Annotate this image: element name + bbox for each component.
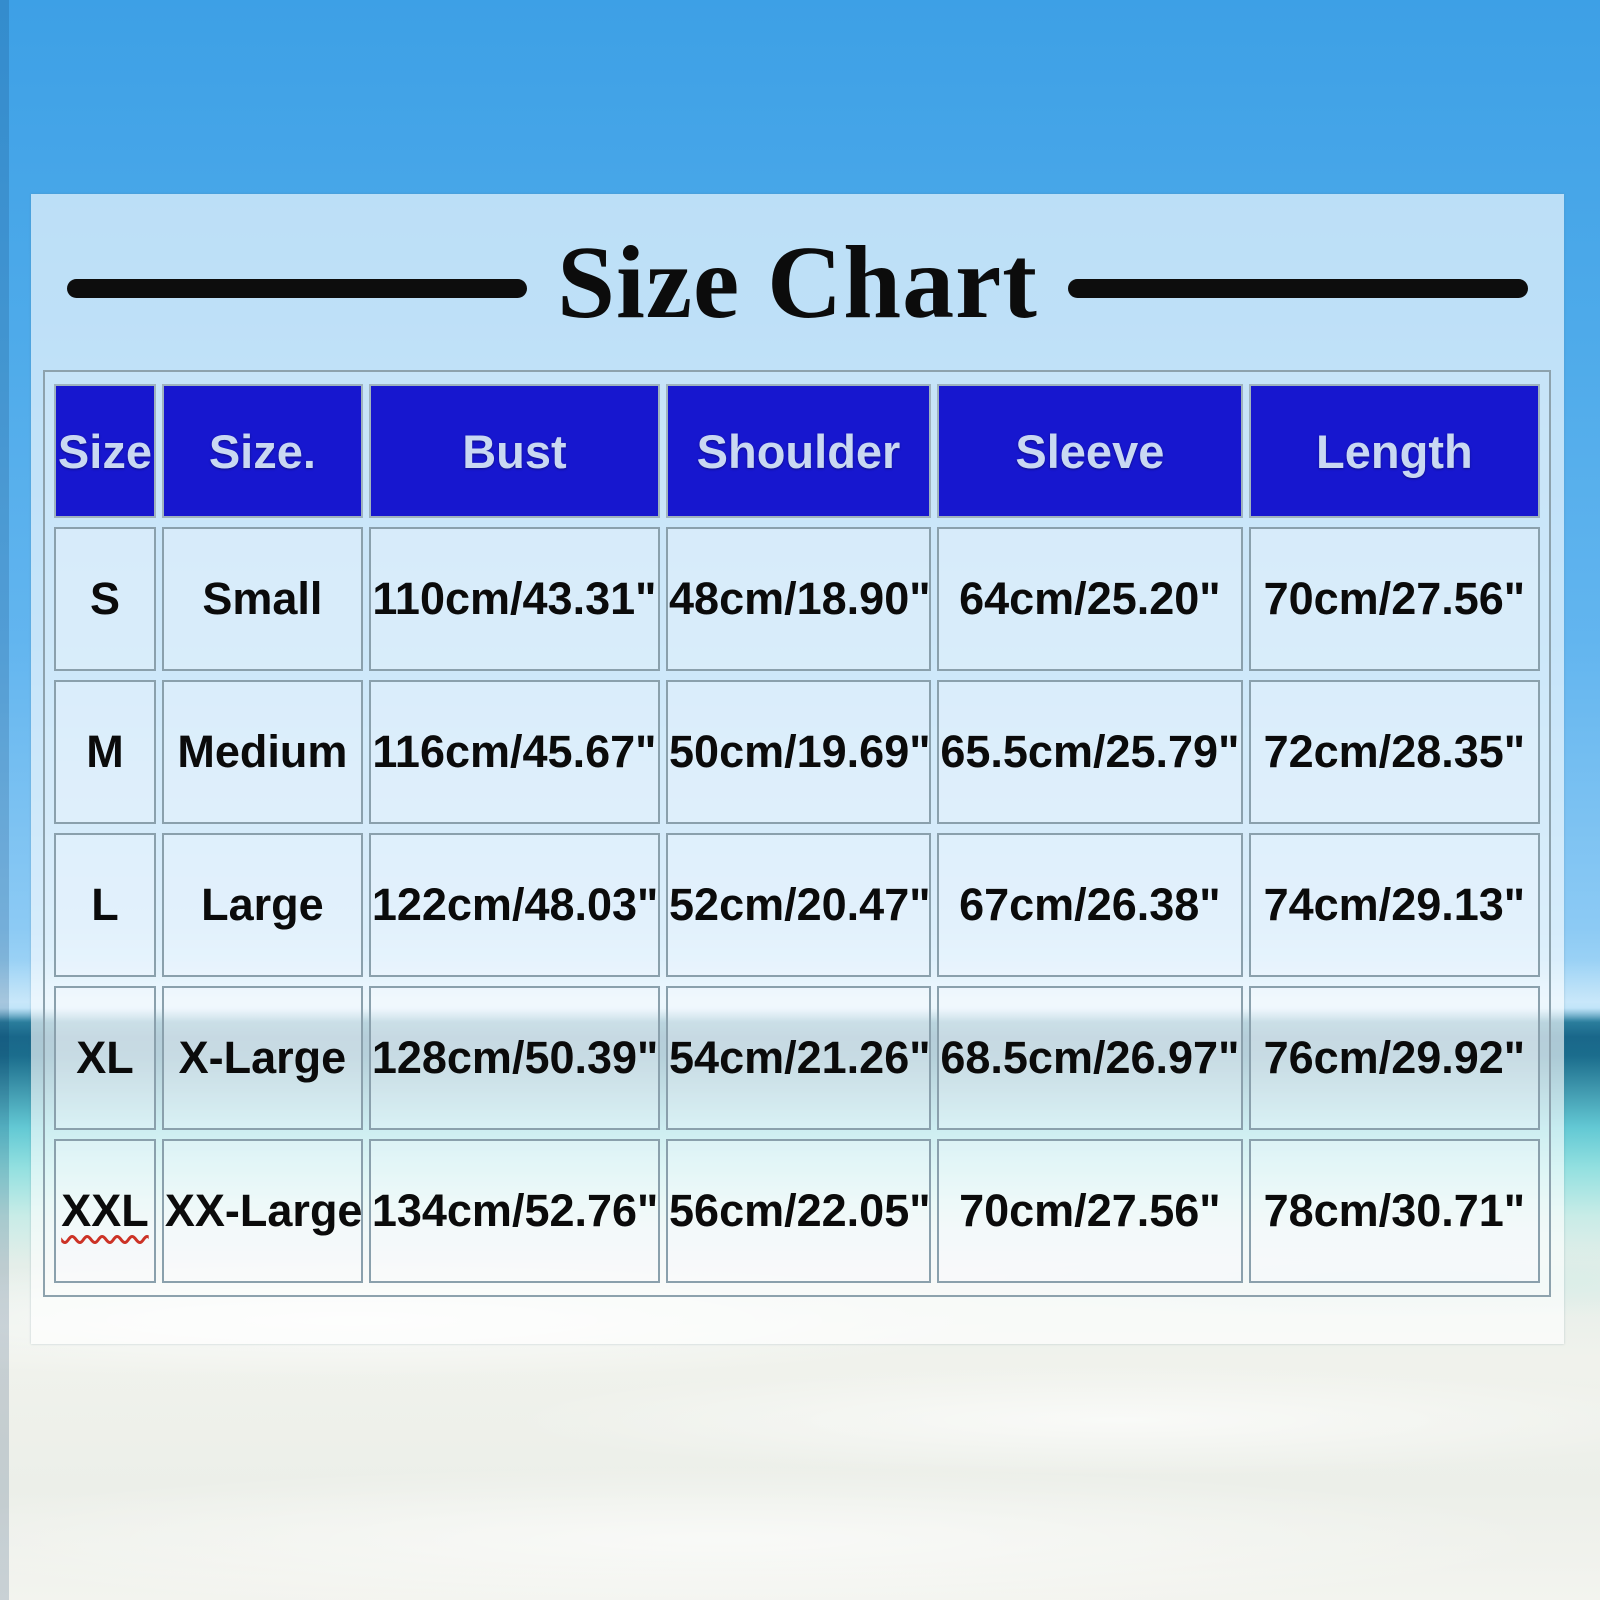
table-cell: 56cm/22.05" <box>666 1139 931 1283</box>
cell-value: L <box>91 879 119 930</box>
cell-value: 48cm/18.90" <box>669 573 931 624</box>
size-table: Size Size. Bust Shoulder Sleeve Length S Small… <box>48 375 1546 1292</box>
cell-value: XXL <box>61 1185 149 1236</box>
cell-value: 54cm/21.26" <box>669 1032 931 1083</box>
table-cell: 70cm/27.56" <box>1248 527 1540 671</box>
size-chart-panel: Size Chart Size Size. Bust Shoulder Sleeve Le… <box>31 194 1564 1344</box>
cell-value: 134cm/52.76" <box>371 1185 659 1236</box>
cell-value: 70cm/27.56" <box>1263 573 1526 624</box>
cell-value: 65.5cm/25.79" <box>940 726 1240 777</box>
cell-value: 64cm/25.20" <box>959 573 1221 624</box>
table-cell: 76cm/29.92" <box>1248 986 1540 1130</box>
table-cell: S <box>54 527 156 671</box>
table-cell: 50cm/19.69" <box>666 680 931 824</box>
table-cell: M <box>54 680 156 824</box>
table-row-l: L Large 122cm/48.03" 52cm/20.47" 67cm/26.38"… <box>54 833 1540 977</box>
title-rule-left <box>67 278 528 298</box>
table-cell: 52cm/20.47" <box>666 833 931 977</box>
photo-edge-strip <box>0 0 9 1600</box>
table-cell: 78cm/30.71" <box>1248 1139 1540 1283</box>
header-cell-size: Size. <box>161 384 363 518</box>
cell-value: 50cm/19.69" <box>669 726 931 777</box>
size-table-container: Size Size. Bust Shoulder Sleeve Length S Small… <box>43 370 1551 1297</box>
cell-value: 67cm/26.38" <box>959 879 1221 930</box>
cell-value: 110cm/43.31" <box>372 573 657 624</box>
header-label: Size. <box>208 424 316 478</box>
table-cell: 67cm/26.38" <box>937 833 1243 977</box>
table-cell: 72cm/28.35" <box>1248 680 1540 824</box>
table-header-row: Size Size. Bust Shoulder Sleeve Length <box>54 384 1540 518</box>
table-cell: Medium <box>161 680 363 824</box>
table-row-xl: XL X-Large 128cm/50.39" 54cm/21.26" 68.5cm/2… <box>54 986 1540 1130</box>
title-row: Size Chart <box>31 202 1564 374</box>
header-label: Size <box>57 424 152 478</box>
table-cell: 134cm/52.76" <box>368 1139 661 1283</box>
cell-value: 68.5cm/26.97" <box>940 1032 1240 1083</box>
header-cell-length: Length <box>1248 384 1540 518</box>
table-row-xxl: XXL XX-Large 134cm/52.76" 56cm/22.05" 70cm/2… <box>54 1139 1540 1283</box>
table-cell: 128cm/50.39" <box>368 986 661 1130</box>
title-rule-right <box>1067 278 1529 298</box>
table-cell: L <box>54 833 156 977</box>
table-cell: 122cm/48.03" <box>368 833 661 977</box>
cell-value: XL <box>76 1032 134 1083</box>
header-cell-bust: Bust <box>368 384 661 518</box>
cell-value: 70cm/27.56" <box>959 1185 1221 1236</box>
table-cell: 65.5cm/25.79" <box>937 680 1243 824</box>
table-cell: 48cm/18.90" <box>666 527 931 671</box>
table-cell: XXL <box>54 1139 156 1283</box>
cell-value: Medium <box>177 726 348 777</box>
table-cell: 110cm/43.31" <box>368 527 661 671</box>
cell-value: 128cm/50.39" <box>371 1032 659 1083</box>
table-row-m: M Medium 116cm/45.67" 50cm/19.69" 65.5cm/25.… <box>54 680 1540 824</box>
header-label: Sleeve <box>1015 424 1165 478</box>
header-cell-shoulder: Shoulder <box>666 384 931 518</box>
table-cell: 74cm/29.13" <box>1248 833 1540 977</box>
table-cell: 116cm/45.67" <box>368 680 661 824</box>
header-cell-sleeve: Sleeve <box>937 384 1243 518</box>
header-label: Bust <box>462 424 567 478</box>
header-label: Shoulder <box>696 424 901 478</box>
cell-value: 74cm/29.13" <box>1263 879 1526 930</box>
cell-value: 52cm/20.47" <box>669 879 931 930</box>
cell-value: Small <box>202 573 323 624</box>
cell-value: Large <box>201 879 324 930</box>
cell-value: 116cm/45.67" <box>372 726 657 777</box>
cell-value: 78cm/30.71" <box>1263 1185 1526 1236</box>
cell-value: 122cm/48.03" <box>371 879 659 930</box>
cell-value: X-Large <box>178 1032 347 1083</box>
table-cell: Large <box>161 833 363 977</box>
table-cell: 54cm/21.26" <box>666 986 931 1130</box>
cell-value: M <box>86 726 124 777</box>
table-cell: 68.5cm/26.97" <box>937 986 1243 1130</box>
page-title: Size Chart <box>557 225 1038 340</box>
table-cell: X-Large <box>161 986 363 1130</box>
table-row-s: S Small 110cm/43.31" 48cm/18.90" 64cm/25.20"… <box>54 527 1540 671</box>
header-cell-size: Size <box>54 384 156 518</box>
header-label: Length <box>1316 424 1473 478</box>
table-cell: XL <box>54 986 156 1130</box>
cell-value: S <box>89 573 120 624</box>
table-cell: XX-Large <box>161 1139 363 1283</box>
cell-value: 76cm/29.92" <box>1263 1032 1526 1083</box>
table-cell: Small <box>161 527 363 671</box>
table-cell: 64cm/25.20" <box>937 527 1243 671</box>
cell-value: 56cm/22.05" <box>669 1185 931 1236</box>
table-cell: 70cm/27.56" <box>937 1139 1243 1283</box>
cell-value: 72cm/28.35" <box>1263 726 1526 777</box>
cell-value: XX-Large <box>164 1185 363 1236</box>
